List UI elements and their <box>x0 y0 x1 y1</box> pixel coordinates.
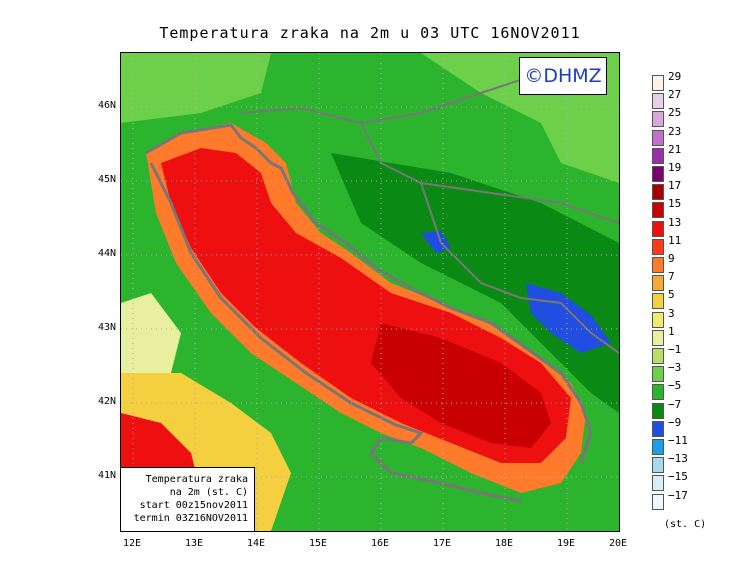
legend-label: −15 <box>668 470 688 484</box>
legend-label: 5 <box>668 288 675 302</box>
y-axis-label: 45N <box>97 174 116 185</box>
legend-swatch <box>652 147 664 164</box>
info-line-4: termin 03Z16NOV2011 <box>133 513 248 524</box>
legend-label: 29 <box>668 70 682 83</box>
info-line-3: start 00z15nov2011 <box>139 500 248 511</box>
info-line-1: Temperatura zraka <box>145 474 248 485</box>
y-axis-label: 42N <box>97 396 116 407</box>
legend-label: −9 <box>668 415 682 429</box>
legend-label: 19 <box>668 161 682 174</box>
legend-label: −11 <box>668 434 688 447</box>
x-axis-label: 20E <box>608 538 628 549</box>
legend-label: −1 <box>668 343 682 356</box>
legend-swatch <box>652 475 664 492</box>
legend-label: −13 <box>668 452 688 466</box>
legend-swatch <box>652 238 664 255</box>
legend-label: 21 <box>668 142 682 156</box>
map-title: Temperatura zraka na 2m u 03 UTC 16NOV20… <box>159 24 581 42</box>
legend-swatch <box>652 348 664 364</box>
legend-swatch <box>652 384 664 401</box>
legend-label: 1 <box>668 324 675 338</box>
y-axis-label: 44N <box>97 248 116 259</box>
legend-label: 9 <box>668 252 675 265</box>
x-axis-label: 15E <box>308 538 328 549</box>
legend-swatch <box>652 166 664 182</box>
legend-swatch <box>652 93 664 110</box>
info-line-2: na 2m (st. C) <box>169 487 248 498</box>
legend-swatch <box>652 220 664 237</box>
legend-label: 25 <box>668 106 682 120</box>
temperature-field <box>121 53 619 531</box>
legend-swatch <box>652 493 664 510</box>
legend-label: 13 <box>668 215 682 229</box>
legend-swatch <box>652 129 664 146</box>
x-axis-label: 12E <box>122 538 142 549</box>
legend-label: −5 <box>668 379 682 393</box>
legend-swatch <box>652 202 664 219</box>
legend-label: 11 <box>668 233 682 247</box>
legend-swatch <box>652 184 664 201</box>
legend-swatch <box>652 293 664 310</box>
legend-unit: (st. C) <box>664 519 707 530</box>
legend-label: 23 <box>668 124 682 138</box>
legend-swatch <box>652 366 664 383</box>
legend-swatch <box>652 457 664 474</box>
info-box: Temperatura zraka na 2m (st. C) start 00… <box>121 467 255 531</box>
y-axis-label: 43N <box>97 322 116 333</box>
legend-label: 7 <box>668 270 675 284</box>
legend-swatch <box>652 75 664 91</box>
x-axis-label: 18E <box>494 538 514 549</box>
y-axis-label: 46N <box>97 100 116 111</box>
legend-label: 15 <box>668 197 682 211</box>
legend-label: −3 <box>668 361 682 375</box>
legend-swatch <box>652 257 664 273</box>
legend-label: −17 <box>668 488 688 502</box>
legend-label: −7 <box>668 397 682 411</box>
copyright-label: ©DHMZ <box>519 57 607 95</box>
y-axis-label: 41N <box>97 470 116 481</box>
x-axis-label: 19E <box>556 538 576 549</box>
legend-swatch <box>652 311 664 328</box>
x-axis-label: 14E <box>246 538 266 549</box>
temperature-map: ©DHMZ Temperatura zraka na 2m (st. C) st… <box>120 52 620 532</box>
x-axis-label: 16E <box>370 538 390 549</box>
legend-swatch <box>652 329 664 346</box>
legend-label: 27 <box>668 88 682 102</box>
legend-swatch <box>652 275 664 292</box>
legend-swatch <box>652 111 664 128</box>
legend-swatch <box>652 420 664 437</box>
legend-label: 3 <box>668 306 675 320</box>
legend-label: 17 <box>668 179 682 193</box>
x-axis-label: 13E <box>184 538 204 549</box>
legend-swatch <box>652 402 664 419</box>
legend-swatch <box>652 439 664 455</box>
x-axis-label: 17E <box>432 538 452 549</box>
